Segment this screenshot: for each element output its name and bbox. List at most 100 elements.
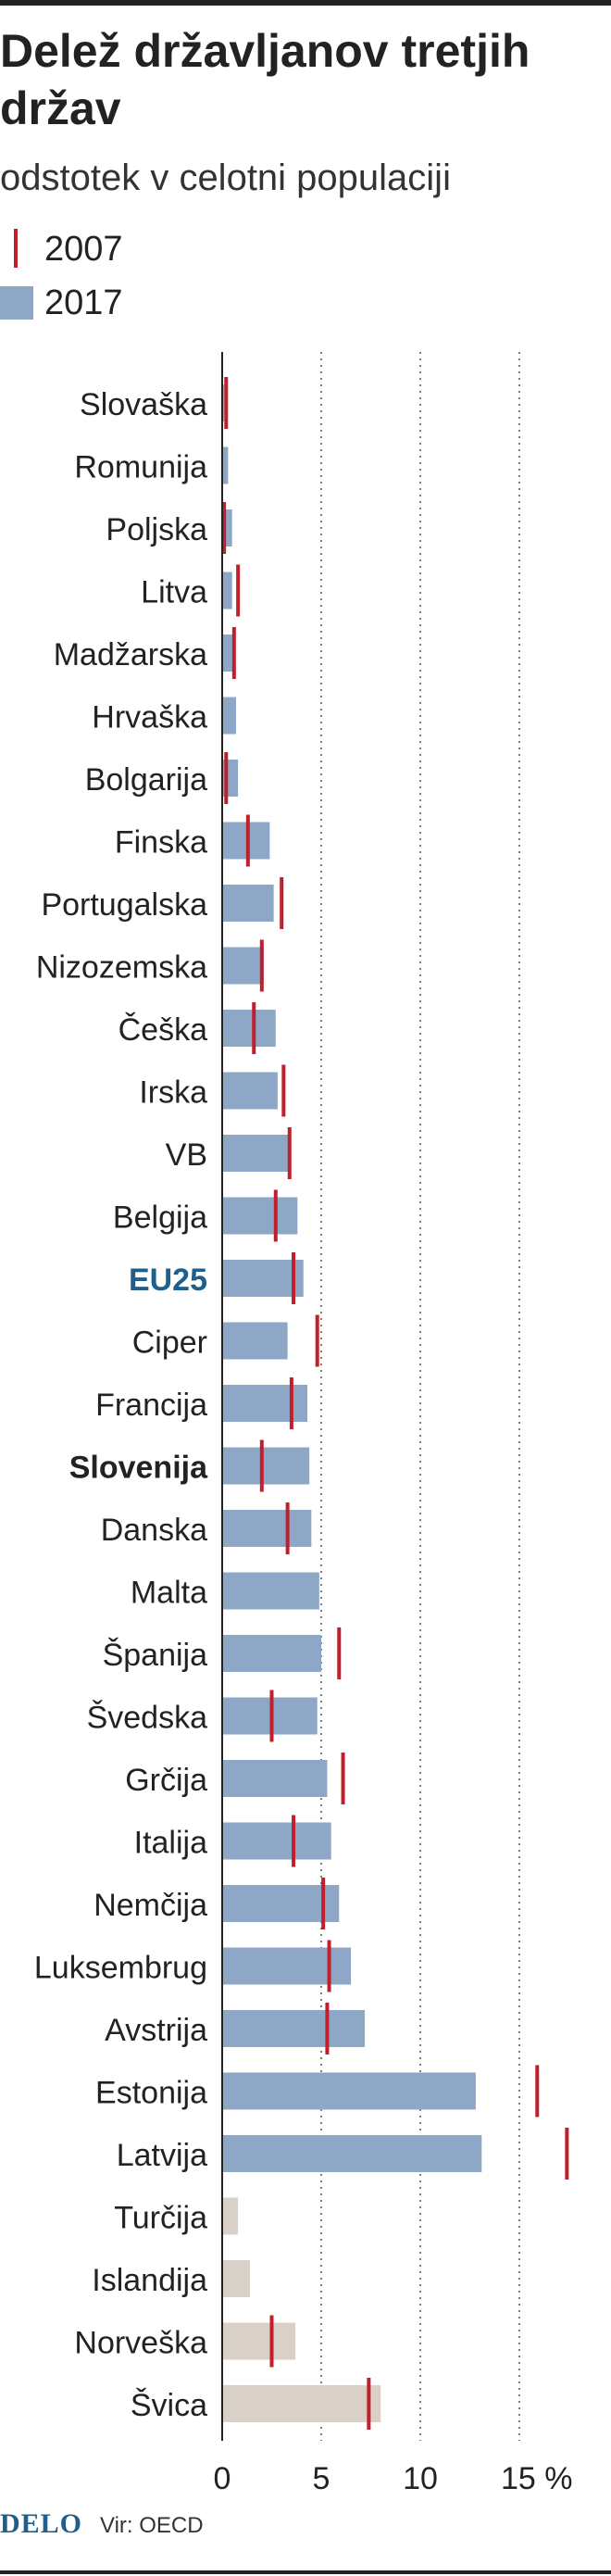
category-label: Avstrija — [105, 2013, 207, 2048]
category-label: Belgija — [113, 1200, 207, 1236]
category-label: Romunija — [74, 450, 207, 485]
bar-2017 — [222, 2072, 476, 2110]
bar-2017 — [222, 384, 225, 421]
category-label: Slovaška — [80, 387, 207, 422]
bar-2017 — [222, 1197, 298, 1235]
legend-label-2017: 2017 — [44, 283, 123, 322]
category-label: Litva — [141, 575, 207, 610]
marker-2007 — [252, 1002, 256, 1054]
marker-2007 — [245, 814, 250, 867]
marker-2007 — [222, 502, 227, 554]
bar-2017 — [222, 1385, 308, 1422]
bar-2017 — [222, 1322, 288, 1360]
category-label: Nemčija — [94, 1888, 207, 1923]
bar-2017 — [222, 1697, 318, 1735]
bar-2017 — [222, 2260, 250, 2297]
marker-2007 — [280, 877, 284, 929]
bar-2017 — [222, 1010, 276, 1047]
category-label: VB — [166, 1137, 207, 1173]
marker-2007 — [259, 939, 264, 992]
bar-2017 — [222, 2197, 239, 2235]
delo-logo: DELO — [0, 2508, 83, 2539]
marker-2007 — [535, 2065, 540, 2117]
category-label: Švica — [131, 2388, 207, 2423]
bar-2017 — [222, 1260, 304, 1297]
marker-2007 — [292, 1815, 296, 1867]
marker-2007 — [287, 1127, 292, 1179]
marker-2007 — [224, 752, 229, 804]
marker-2007 — [325, 2003, 330, 2055]
category-label: Danska — [101, 1513, 207, 1548]
category-label: Nizozemska — [36, 950, 207, 986]
category-label: Hrvaška — [92, 700, 207, 735]
category-label: Francija — [95, 1388, 207, 1423]
category-label: EU25 — [129, 1263, 207, 1298]
legend-label-2007: 2007 — [44, 230, 123, 269]
x-tick-label: 15 % — [501, 2461, 573, 2492]
marker-2007 — [224, 377, 229, 429]
marker-2007 — [341, 1753, 345, 1804]
category-label: Švedska — [87, 1701, 207, 1736]
source-note: Vir: OECD — [100, 2513, 204, 2538]
bar-2017 — [222, 635, 234, 672]
marker-2007 — [337, 1627, 342, 1679]
marker-2007 — [231, 627, 236, 679]
category-label: Grčija — [125, 1763, 207, 1798]
category-label: Finska — [115, 825, 207, 861]
bar-2017 — [222, 2010, 366, 2047]
bar-2017 — [222, 885, 274, 922]
bar-2017 — [222, 947, 264, 985]
bar-2017 — [222, 1760, 328, 1797]
bar-2017 — [222, 446, 229, 484]
category-label: Irska — [139, 1075, 207, 1111]
marker-2007 — [315, 1314, 319, 1367]
marker-2007 — [289, 1377, 293, 1429]
legend-swatch-2017 — [0, 286, 33, 320]
bar-2017 — [222, 1635, 321, 1672]
category-label: Češka — [118, 1012, 207, 1048]
bar-2017 — [222, 1135, 290, 1172]
marker-2007 — [281, 1064, 286, 1117]
chart-title: Delež državljanov tretjih držav — [0, 25, 530, 134]
bar-2017 — [222, 2135, 482, 2172]
marker-2007 — [367, 2378, 371, 2430]
category-label: Malta — [131, 1576, 207, 1611]
bar-2017 — [222, 1510, 312, 1547]
bar-2017 — [222, 572, 232, 609]
marker-2007 — [273, 1189, 278, 1242]
bar-2017 — [222, 1447, 310, 1485]
bar-2017 — [222, 1572, 319, 1610]
marker-2007 — [269, 1690, 274, 1742]
marker-2007 — [236, 564, 241, 617]
bar-2017 — [222, 822, 270, 860]
marker-2007 — [292, 1252, 296, 1304]
bar-2017 — [222, 2385, 381, 2422]
x-tick-label: 0 — [214, 2461, 231, 2492]
marker-2007 — [327, 1940, 331, 1992]
x-tick-label: 5 — [313, 2461, 330, 2492]
category-label: Madžarska — [54, 637, 207, 672]
category-label: Turčija — [114, 2201, 207, 2236]
top-rule — [0, 0, 611, 6]
category-label: Španija — [103, 1638, 208, 1673]
category-label: Estonija — [95, 2076, 207, 2111]
category-label: Italija — [134, 1826, 207, 1861]
bar-chart: Slovaška Romunija Poljska Litva Madžarska Hrv… — [34, 352, 573, 2492]
category-label: Luksembrug — [34, 1951, 207, 1986]
category-label: Slovenija — [69, 1451, 208, 1486]
bar-2017 — [222, 697, 236, 735]
category-label: Poljska — [106, 512, 207, 547]
legend-marker-2007 — [14, 229, 18, 268]
chart-subtitle: odstotek v celotni populaciji — [0, 157, 451, 198]
bar-2017 — [222, 2322, 296, 2360]
x-tick-label: 10 — [403, 2461, 438, 2492]
marker-2007 — [285, 1502, 290, 1554]
bar-2017 — [222, 1947, 352, 1985]
category-label: Ciper — [132, 1326, 207, 1361]
category-label: Bolgarija — [85, 762, 207, 798]
category-label: Portugalska — [41, 887, 207, 923]
bar-2017 — [222, 1885, 340, 1922]
marker-2007 — [321, 1878, 326, 1929]
marker-2007 — [269, 2315, 274, 2368]
bar-2017 — [222, 1072, 278, 1110]
